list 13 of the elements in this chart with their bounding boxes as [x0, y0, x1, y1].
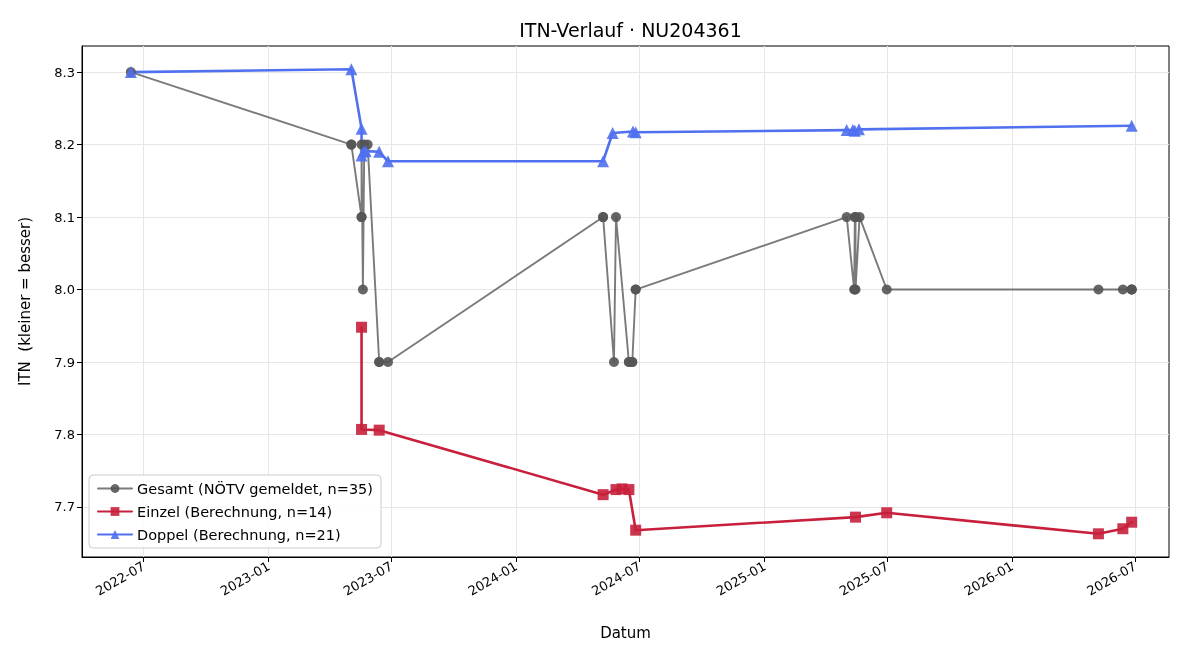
y-tick-label: 8.2 [54, 137, 75, 153]
legend-label: Gesamt (NÖTV gemeldet, n=35) [137, 479, 373, 497]
y-tick-label: 7.7 [54, 499, 75, 515]
y-tick-label: 8.0 [54, 282, 75, 298]
y-tick-label: 7.9 [54, 354, 75, 370]
legend-label: Einzel (Berechnung, n=14) [137, 503, 333, 520]
x-axis-title: Datum [600, 623, 651, 642]
chart-title: ITN-Verlauf · NU204361 [519, 18, 742, 41]
legend-label: Doppel (Berechnung, n=21) [137, 526, 341, 543]
y-tick-label: 7.8 [54, 427, 75, 443]
y-tick-label: 8.3 [54, 64, 75, 80]
y-axis-title: ITN (kleiner = besser) [15, 216, 34, 387]
y-tick-label: 8.1 [54, 209, 75, 225]
